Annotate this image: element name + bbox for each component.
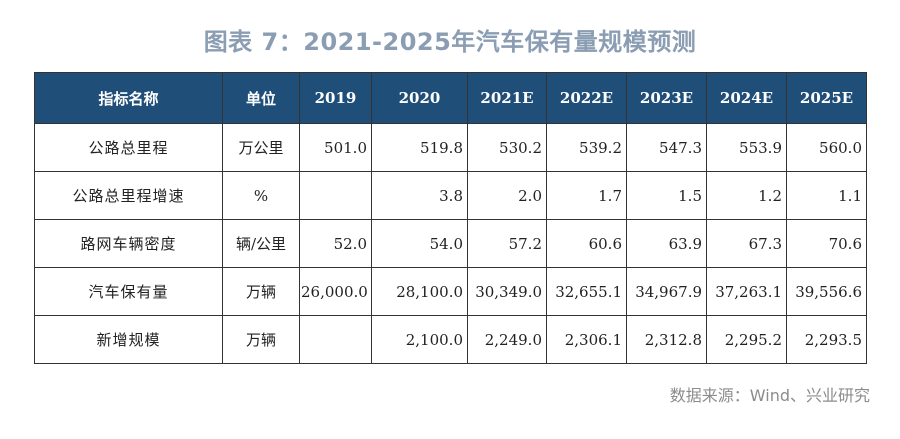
header-cell: 指标名称 (34, 72, 223, 124)
forecast-table: 指标名称 单位 2019 2020 2021E 2022E 2023E 2024… (34, 72, 867, 364)
value-cell: 60.6 (546, 219, 627, 268)
row-unit: % (222, 171, 300, 220)
value-cell: 547.3 (626, 123, 707, 172)
value-cell: 70.6 (786, 219, 867, 268)
value-cell: 67.3 (706, 219, 787, 268)
header-cell: 2020 (371, 72, 468, 124)
value-cell: 2,306.1 (546, 315, 627, 364)
value-cell: 57.2 (467, 219, 547, 268)
value-cell: 1.7 (546, 171, 627, 220)
table-row: 汽车保有量 万辆 26,000.0 28,100.0 30,349.0 32,6… (34, 267, 867, 316)
value-cell: 1.2 (706, 171, 787, 220)
value-cell: 63.9 (626, 219, 707, 268)
value-cell (299, 171, 372, 220)
header-cell: 2025E (786, 72, 867, 124)
value-cell: 1.5 (626, 171, 707, 220)
row-unit: 辆/公里 (222, 219, 300, 268)
row-label: 路网车辆密度 (34, 219, 223, 268)
header-cell: 2024E (706, 72, 787, 124)
header-cell: 单位 (222, 72, 300, 124)
value-cell: 2,249.0 (467, 315, 547, 364)
value-cell: 52.0 (299, 219, 372, 268)
row-unit: 万辆 (222, 315, 300, 364)
value-cell: 34,967.9 (626, 267, 707, 316)
value-cell: 539.2 (546, 123, 627, 172)
value-cell: 1.1 (786, 171, 867, 220)
value-cell: 530.2 (467, 123, 547, 172)
value-cell: 2,312.8 (626, 315, 707, 364)
value-cell: 519.8 (371, 123, 468, 172)
table-row: 路网车辆密度 辆/公里 52.0 54.0 57.2 60.6 63.9 67.… (34, 219, 867, 268)
chart-title: 图表 7：2021-2025年汽车保有量规模预测 (203, 28, 697, 56)
value-cell: 32,655.1 (546, 267, 627, 316)
row-label: 公路总里程增速 (34, 171, 223, 220)
source-note: 数据来源：Wind、兴业研究 (669, 386, 870, 405)
row-unit: 万辆 (222, 267, 300, 316)
value-cell: 2,293.5 (786, 315, 867, 364)
value-cell: 2,295.2 (706, 315, 787, 364)
value-cell: 3.8 (371, 171, 468, 220)
value-cell: 26,000.0 (299, 267, 372, 316)
table-row: 新增规模 万辆 2,100.0 2,249.0 2,306.1 2,312.8 … (34, 315, 867, 364)
value-cell: 37,263.1 (706, 267, 787, 316)
row-label: 汽车保有量 (34, 267, 223, 316)
value-cell: 30,349.0 (467, 267, 547, 316)
header-row: 指标名称 单位 2019 2020 2021E 2022E 2023E 2024… (34, 72, 867, 124)
row-label: 新增规模 (34, 315, 223, 364)
header-cell: 2019 (299, 72, 372, 124)
table-row: 公路总里程 万公里 501.0 519.8 530.2 539.2 547.3 … (34, 123, 867, 172)
header-cell: 2021E (467, 72, 547, 124)
row-unit: 万公里 (222, 123, 300, 172)
value-cell: 2.0 (467, 171, 547, 220)
value-cell: 39,556.6 (786, 267, 867, 316)
value-cell: 501.0 (299, 123, 372, 172)
value-cell: 54.0 (371, 219, 468, 268)
value-cell: 560.0 (786, 123, 867, 172)
value-cell: 2,100.0 (371, 315, 468, 364)
value-cell: 553.9 (706, 123, 787, 172)
table-row: 公路总里程增速 % 3.8 2.0 1.7 1.5 1.2 1.1 (34, 171, 867, 220)
header-cell: 2022E (546, 72, 627, 124)
value-cell: 28,100.0 (371, 267, 468, 316)
value-cell (299, 315, 372, 364)
row-label: 公路总里程 (34, 123, 223, 172)
header-cell: 2023E (626, 72, 707, 124)
